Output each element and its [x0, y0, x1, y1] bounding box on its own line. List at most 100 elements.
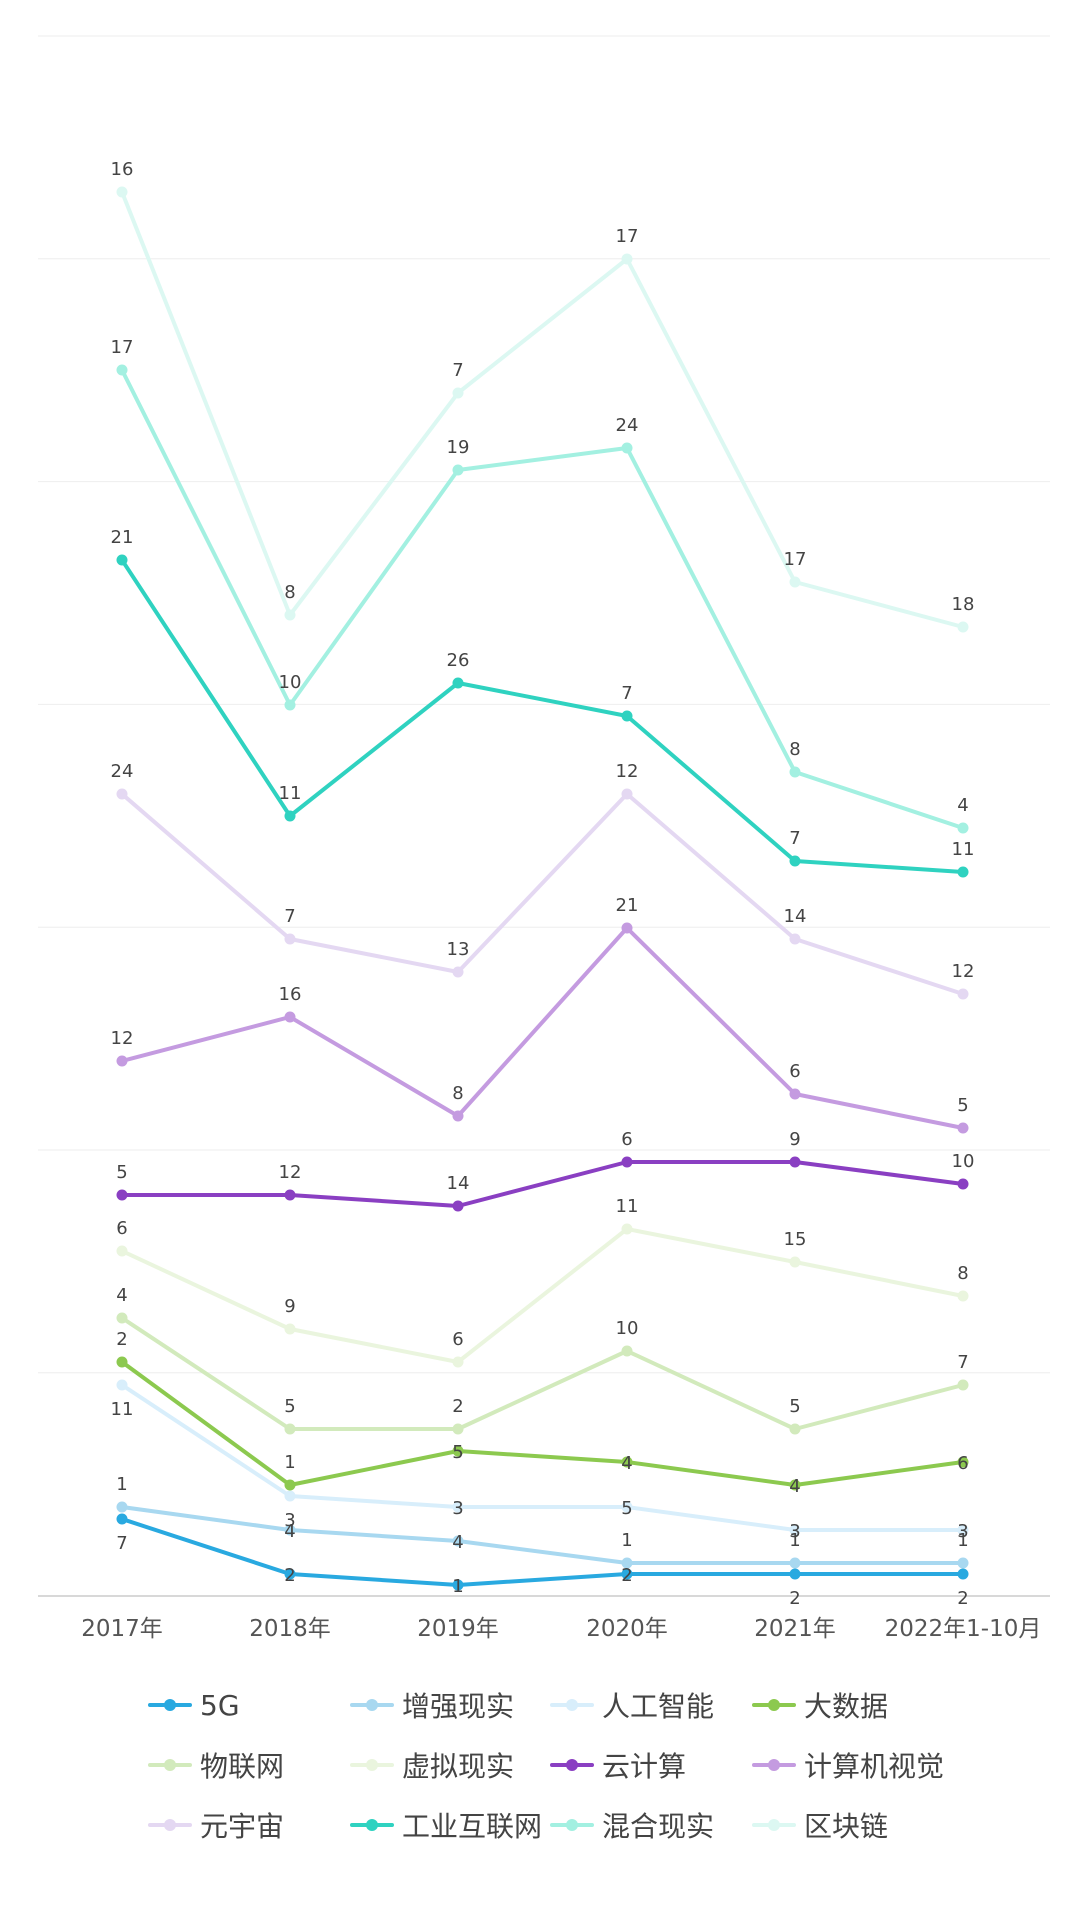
data-label: 3: [789, 1521, 800, 1542]
data-point: [957, 1557, 969, 1569]
data-label: 2: [116, 1329, 127, 1350]
data-point: [116, 788, 128, 800]
data-point: [621, 788, 633, 800]
data-point: [957, 1290, 969, 1302]
legend-swatch: [752, 1815, 796, 1835]
legend-label: 人工智能: [602, 1690, 715, 1723]
data-label: 5: [284, 1396, 295, 1417]
x-tick-label: 2019年: [417, 1616, 499, 1642]
legend-item[interactable]: 计算机视觉: [752, 1745, 944, 1785]
data-point: [452, 1110, 464, 1122]
data-point: [116, 1189, 128, 1201]
data-point: [789, 766, 801, 778]
data-point: [957, 988, 969, 1000]
data-point: [452, 966, 464, 978]
legend-item[interactable]: 区块链: [752, 1805, 888, 1845]
legend-label: 工业互联网: [402, 1810, 543, 1843]
series-计算机视觉: [116, 922, 969, 1134]
data-label: 6: [957, 1453, 968, 1474]
data-label: 10: [279, 672, 302, 693]
legend-swatch: [350, 1755, 394, 1775]
legend-item[interactable]: 工业互联网: [350, 1805, 542, 1845]
data-label: 24: [616, 415, 639, 436]
data-label: 5: [116, 1162, 127, 1183]
data-label: 14: [784, 906, 807, 927]
data-label: 4: [284, 1521, 295, 1542]
data-label: 6: [116, 1218, 127, 1239]
data-label: 4: [116, 1285, 127, 1306]
data-label: 9: [284, 1296, 295, 1317]
data-point: [621, 253, 633, 265]
series-line: [120, 1517, 965, 1587]
series-元宇宙: [116, 788, 969, 1000]
series-大数据: [116, 1356, 969, 1491]
data-label: 1: [621, 1530, 632, 1551]
data-point: [284, 933, 296, 945]
data-label: 7: [957, 1352, 968, 1373]
data-point: [116, 1055, 128, 1067]
data-label: 3: [452, 1498, 463, 1519]
data-point: [284, 1490, 296, 1502]
legend-item[interactable]: 人工智能: [550, 1685, 714, 1725]
legend-swatch: [550, 1815, 594, 1835]
data-point: [789, 1088, 801, 1100]
data-point: [789, 1479, 801, 1491]
data-label: 16: [111, 159, 134, 180]
data-point: [789, 1156, 801, 1168]
legend-item[interactable]: 虚拟现实: [350, 1745, 514, 1785]
data-label: 5: [452, 1442, 463, 1463]
data-point: [452, 1356, 464, 1368]
data-point: [957, 1568, 969, 1580]
data-point: [116, 1312, 128, 1324]
legend-item[interactable]: 大数据: [752, 1685, 888, 1725]
legend-item[interactable]: 物联网: [148, 1745, 284, 1785]
series-物联网: [116, 1312, 969, 1435]
data-point: [957, 1178, 969, 1190]
data-point: [957, 1524, 969, 1536]
series-云计算: [116, 1156, 969, 1212]
series-区块链: [116, 186, 969, 633]
legend-label: 区块链: [804, 1810, 889, 1843]
data-point: [621, 1501, 633, 1513]
series-line: [120, 558, 965, 874]
legend-item[interactable]: 云计算: [550, 1745, 686, 1785]
legend-label: 虚拟现实: [402, 1750, 515, 1783]
data-point: [452, 387, 464, 399]
data-point: [284, 1189, 296, 1201]
legend-label: 元宇宙: [200, 1810, 285, 1843]
legend-item[interactable]: 5G: [148, 1685, 240, 1725]
data-point: [621, 1557, 633, 1569]
x-tick-label: 2018年: [249, 1616, 331, 1642]
data-point: [452, 1445, 464, 1457]
legend-swatch: [350, 1695, 394, 1715]
x-tick-label: 2021年: [754, 1616, 836, 1642]
legend-item[interactable]: 混合现实: [550, 1805, 714, 1845]
data-point: [452, 1200, 464, 1212]
data-point: [621, 922, 633, 934]
legend-swatch: [752, 1695, 796, 1715]
data-point: [621, 710, 633, 722]
data-point: [452, 677, 464, 689]
data-label: 4: [452, 1532, 463, 1553]
data-label: 1: [452, 1576, 463, 1597]
data-label: 26: [447, 650, 470, 671]
data-label: 12: [952, 961, 975, 982]
legend-label: 5G: [200, 1688, 240, 1722]
series-line: [120, 190, 965, 629]
series-line: [120, 1316, 965, 1431]
legend-label: 混合现实: [602, 1810, 715, 1843]
legend-item[interactable]: 元宇宙: [148, 1805, 284, 1845]
legend-swatch: [148, 1815, 192, 1835]
data-point: [789, 1557, 801, 1569]
data-point: [621, 1156, 633, 1168]
data-label: 17: [111, 337, 134, 358]
data-label: 17: [616, 226, 639, 247]
data-label: 12: [279, 1162, 302, 1183]
legend-swatch: [550, 1695, 594, 1715]
legend-label: 云计算: [602, 1750, 687, 1783]
data-label: 8: [957, 1263, 968, 1284]
data-point: [789, 1256, 801, 1268]
data-label: 2: [284, 1565, 295, 1586]
legend-item[interactable]: 增强现实: [350, 1685, 514, 1725]
